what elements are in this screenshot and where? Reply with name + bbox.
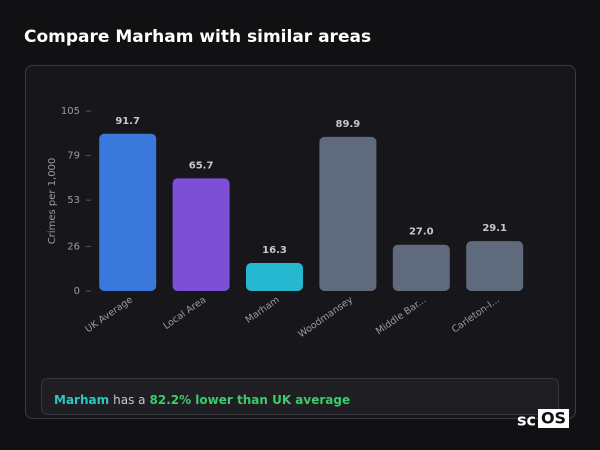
logo-prefix: sc [517,411,536,430]
chart-card [25,65,576,419]
y-tick-label: 0 [74,286,80,297]
summary-connector: has a [113,393,145,407]
summary-text: Marham has a 82.2% lower than UK average [54,393,350,407]
bar [392,244,450,291]
y-tick-label: 79 [67,151,80,162]
y-axis-label: Crimes per 1,000 [47,158,58,245]
bar [246,263,303,291]
summary-area: Marham [54,393,109,407]
y-tick-label: 26 [67,241,80,252]
summary-box [41,378,559,415]
page-title: Compare Marham with similar areas [24,27,371,47]
y-tick-label: 53 [67,195,80,206]
value-label: 16.3 [262,245,287,256]
bar [172,178,230,291]
value-label: 29.1 [482,223,507,234]
bar [466,241,524,291]
value-label: 65.7 [189,160,214,171]
logo-box-text: OS [541,409,566,428]
logo-box [538,409,569,428]
bar [99,133,157,291]
y-tick-label: 105 [61,106,80,117]
value-label: 89.9 [336,119,361,130]
value-label: 91.7 [115,116,140,127]
bar [319,136,377,291]
summary-highlight: 82.2% lower than UK average [150,393,351,407]
value-label: 27.0 [409,227,434,238]
